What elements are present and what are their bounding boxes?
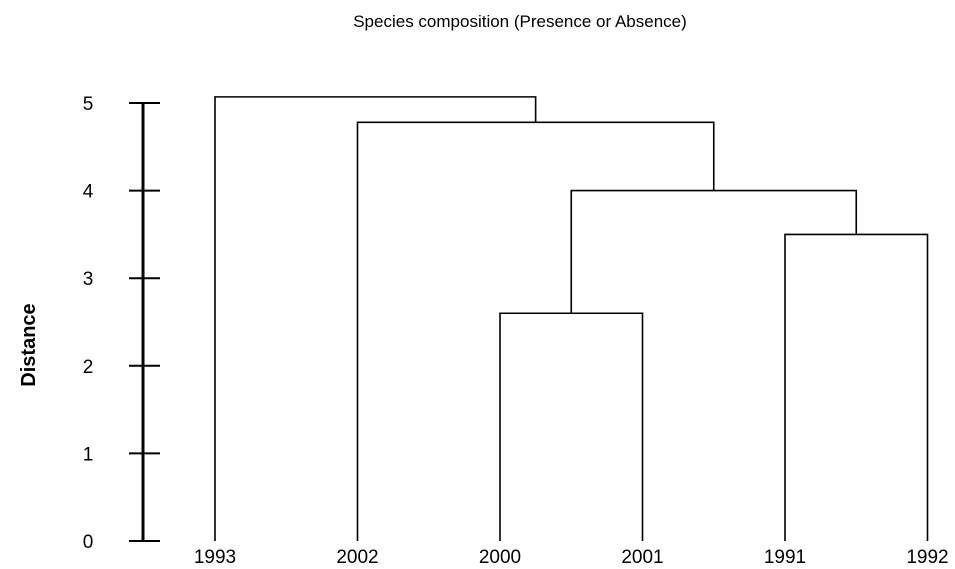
leaf-label: 2002	[336, 547, 378, 568]
leaf-label: 1991	[764, 547, 806, 568]
y-tick-label: 4	[83, 182, 94, 203]
leaf-label: 2000	[479, 547, 521, 568]
dendrogram-branch	[784, 233, 929, 541]
y-tick-label: 1	[83, 444, 94, 465]
y-tick-label: 5	[83, 94, 94, 115]
y-axis-ticks: 0 1 2 3 4 5	[83, 94, 160, 553]
leaf-label: 2001	[621, 547, 663, 568]
y-tick-label: 2	[83, 357, 94, 378]
dendrogram-branch	[570, 189, 858, 314]
leaf-label: 1993	[194, 547, 236, 568]
leaf-label: 1992	[906, 547, 948, 568]
dendrogram-branches	[214, 96, 929, 541]
y-tick-label: 0	[83, 532, 94, 553]
chart-title: Species composition (Presence or Absence…	[353, 12, 687, 31]
dendrogram-branch	[356, 121, 715, 541]
leaf-labels: 1993 2002 2000 2001 1991 1992	[194, 547, 949, 568]
y-axis-label: Distance	[18, 303, 40, 386]
dendrogram-branch	[499, 312, 644, 541]
y-tick-label: 3	[83, 269, 94, 290]
dendrogram-branch	[214, 96, 537, 541]
